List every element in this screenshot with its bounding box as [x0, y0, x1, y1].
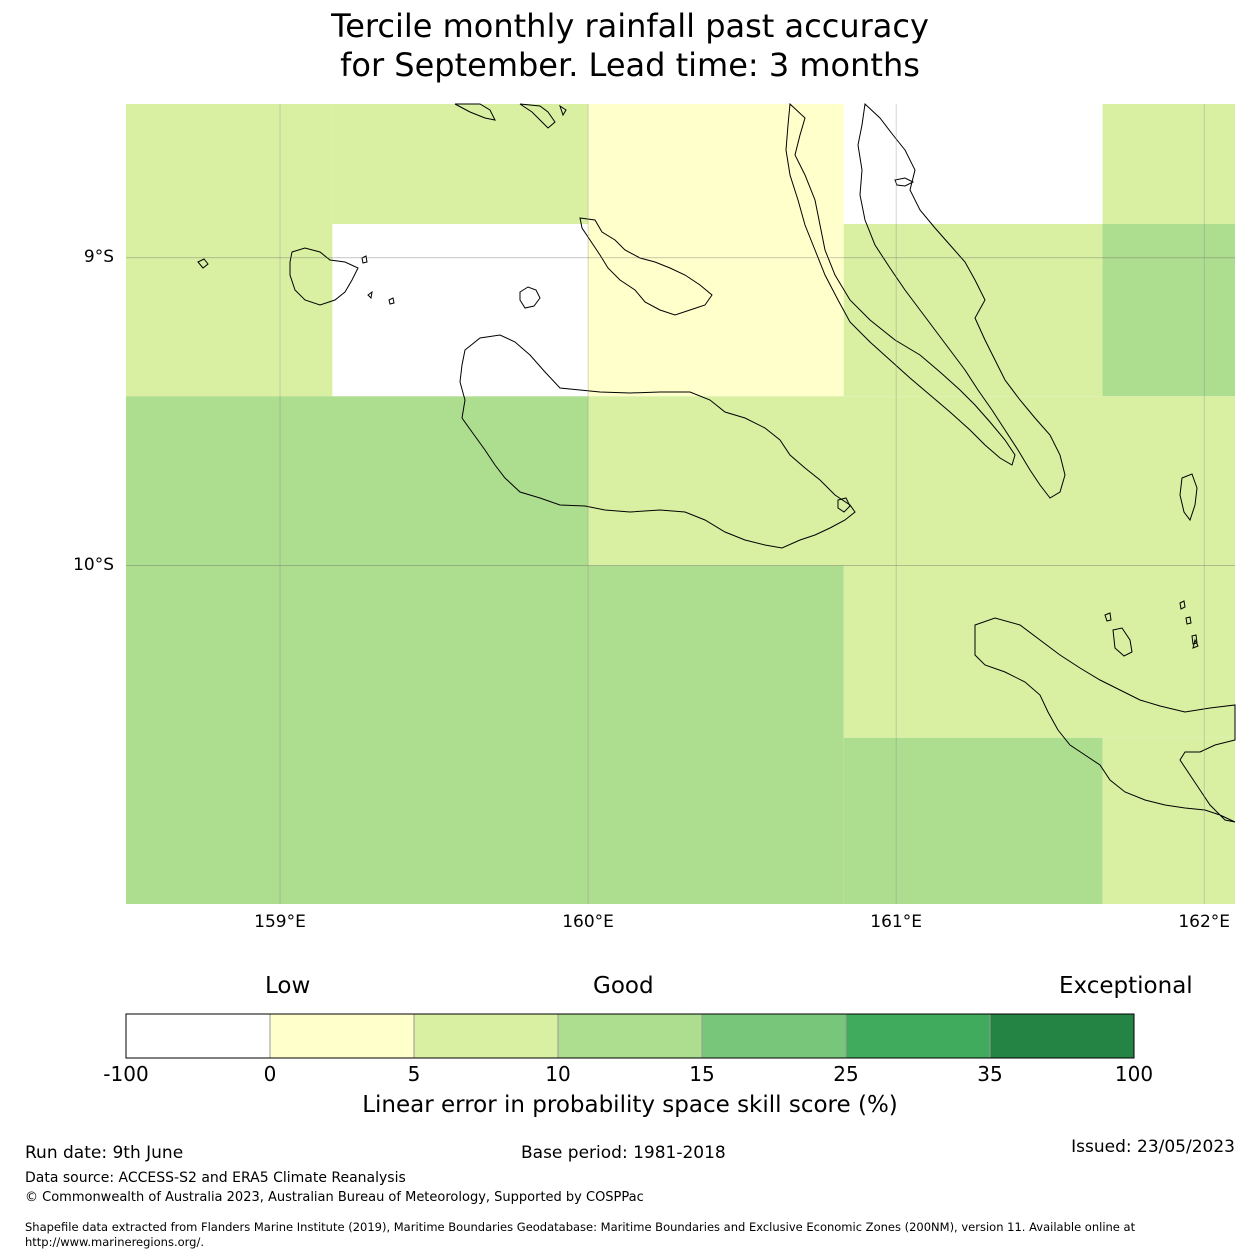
base-period: Base period: 1981-2018 [521, 1143, 726, 1163]
colorbar-axis-label: Linear error in probability space skill … [362, 1092, 898, 1118]
colorbar-bin [990, 1014, 1134, 1058]
grid-cell [588, 104, 844, 397]
coastline-malaita [974, 617, 1236, 823]
coastline-islet-2 [197, 258, 209, 269]
colorbar-tick-label: 15 [689, 1062, 715, 1086]
coastline-islet-3 [1112, 627, 1133, 657]
colorbar-tick-label: -100 [103, 1062, 149, 1086]
coastline-islet-14 [894, 177, 915, 187]
issued-date: Issued: 23/05/2023 [1071, 1137, 1235, 1157]
coastline-islet-6 [1179, 600, 1186, 610]
colorbar-bin [846, 1014, 990, 1058]
grid-cell [843, 737, 1103, 904]
coastline-new-georgia-tip-1 [454, 103, 496, 121]
coastline-islet-5 [1104, 612, 1112, 622]
legend-category-good: Good [593, 973, 654, 999]
latitude-label-10s: 10°S [73, 554, 114, 575]
coastline-florida-islands [579, 217, 713, 316]
coastline-islet-7 [1185, 616, 1192, 625]
graticule [126, 104, 1235, 904]
grid-cell [126, 396, 589, 904]
coastline-islet-12 [388, 297, 395, 305]
copyright-notice: © Commonwealth of Australia 2023, Austra… [25, 1190, 644, 1205]
chart-title-line-1: Tercile monthly rainfall past accuracy [331, 7, 929, 45]
colorbar-bin [702, 1014, 846, 1058]
colorbar-bin [126, 1014, 270, 1058]
colorbar [125, 1013, 1135, 1059]
grid-cell [1102, 224, 1235, 397]
skill-score-grid [126, 104, 1235, 904]
coastline-islet-4 [1179, 473, 1198, 522]
longitude-label-159e: 159°E [254, 912, 306, 932]
colorbar-tick-label: 5 [407, 1062, 421, 1086]
coastline-choiseul [857, 102, 1066, 499]
grid-cell [588, 396, 1235, 566]
colorbar-tick-label: 35 [977, 1062, 1003, 1086]
colorbar-frame [125, 1013, 1135, 1059]
colorbar-bin [558, 1014, 702, 1058]
coastline-islet-10 [837, 497, 851, 513]
grid-cell [1102, 737, 1235, 904]
colorbar-tick-label: 10 [545, 1062, 571, 1086]
data-source: Data source: ACCESS-S2 and ERA5 Climate … [25, 1170, 406, 1186]
coastline-guadalcanal [459, 334, 856, 549]
colorbar-bin [414, 1014, 558, 1058]
grid-cell [843, 224, 1103, 397]
grid-cell [332, 104, 589, 224]
latitude-label-9s: 9°S [83, 246, 114, 267]
colorbar-bin [270, 1014, 414, 1058]
grid-cell [843, 104, 1103, 224]
grid-cell [843, 565, 1235, 738]
colorbar-tick-label: 100 [1114, 1062, 1154, 1086]
grid-cell [126, 104, 333, 397]
run-date: Run date: 9th June [25, 1143, 184, 1163]
coastline-islet-11 [361, 255, 368, 264]
legend-category-exceptional: Exceptional [1059, 973, 1193, 999]
grid-cell [1102, 104, 1235, 224]
grid-cell [588, 565, 844, 904]
longitude-label-160e: 160°E [562, 912, 614, 932]
coastline-russell-islands [289, 247, 359, 306]
chart-title-line-2: for September. Lead time: 3 months [340, 46, 920, 84]
coastline-new-georgia-tip-2 [519, 103, 556, 129]
coastline-islet-1 [519, 286, 541, 309]
colorbar-tick-label: 0 [263, 1062, 277, 1086]
shapefile-credit: Shapefile data extracted from Flanders M… [25, 1220, 1136, 1249]
legend-category-low: Low [265, 973, 311, 999]
longitude-label-161e: 161°E [870, 912, 922, 932]
longitude-label-162e: 162°E [1178, 912, 1231, 932]
coastline-santa-isabel [785, 102, 1016, 466]
grid-cell [332, 224, 589, 397]
map-panel [126, 102, 1236, 904]
coastline-new-georgia-tip-3 [559, 104, 567, 117]
colorbar-tick-label: 25 [833, 1062, 859, 1086]
coastline-islet-13 [367, 290, 373, 300]
coastline-islet-9 [1192, 638, 1199, 649]
coastline [197, 102, 1236, 823]
